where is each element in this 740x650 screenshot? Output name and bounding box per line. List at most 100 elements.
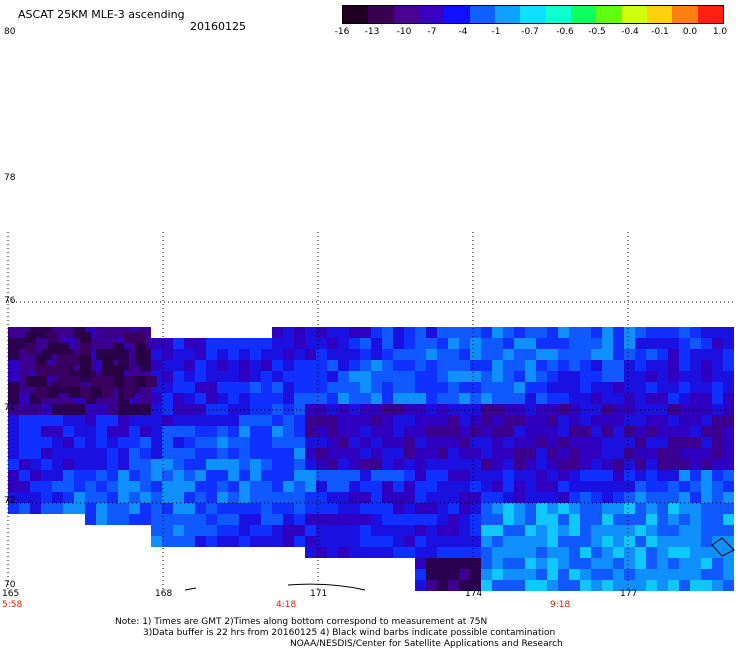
wind-cell (85, 404, 96, 415)
wind-cell (371, 547, 382, 558)
wind-cell (206, 492, 217, 503)
wind-cell (74, 437, 85, 448)
wind-cell (360, 349, 371, 360)
wind-cell (514, 569, 525, 580)
wind-cell (63, 327, 74, 338)
wind-cell (360, 514, 371, 525)
wind-cell (349, 404, 360, 415)
wind-cell (525, 327, 536, 338)
wind-cell (360, 481, 371, 492)
wind-cell (382, 360, 393, 371)
wind-cell (316, 393, 327, 404)
wind-cell (525, 415, 536, 426)
wind-cell (162, 437, 173, 448)
colorbar-tick-label: -4 (458, 27, 468, 37)
wind-cell (151, 415, 162, 426)
wind-cell (503, 437, 514, 448)
wind-cell (195, 371, 206, 382)
wind-cell (569, 404, 580, 415)
wind-cell (206, 349, 217, 360)
wind-cell (261, 536, 272, 547)
wind-cell (448, 580, 459, 591)
wind-cell (580, 547, 591, 558)
wind-cell (679, 448, 690, 459)
wind-cell (113, 376, 124, 387)
wind-cell (679, 514, 690, 525)
wind-cell (272, 382, 283, 393)
wind-cell (30, 492, 41, 503)
wind-cell (371, 525, 382, 536)
wind-cell (514, 371, 525, 382)
wind-cell (558, 569, 569, 580)
wind-cell (239, 492, 250, 503)
wind-cell (294, 349, 305, 360)
wind-cell (184, 338, 195, 349)
wind-cell (404, 371, 415, 382)
wind-cell (602, 393, 613, 404)
wind-cell (613, 481, 624, 492)
wind-cell (96, 437, 107, 448)
wind-cell (239, 415, 250, 426)
wind-cell (690, 492, 701, 503)
wind-cell (107, 426, 118, 437)
wind-cell (723, 349, 734, 360)
wind-cell (184, 492, 195, 503)
colorbar-tick-label: -0.6 (556, 27, 574, 37)
wind-cell (547, 448, 558, 459)
wind-cell (52, 470, 63, 481)
wind-cell (261, 470, 272, 481)
wind-cell (679, 349, 690, 360)
wind-cell (294, 536, 305, 547)
wind-cell (536, 569, 547, 580)
lat-label-72: 72 (4, 496, 16, 506)
wind-cell (184, 459, 195, 470)
wind-cell (690, 481, 701, 492)
wind-cell (294, 448, 305, 459)
wind-cell (668, 525, 679, 536)
wind-cell (701, 426, 712, 437)
wind-cell (41, 481, 52, 492)
wind-cell (459, 415, 470, 426)
wind-cell (195, 503, 206, 514)
wind-cell (723, 327, 734, 338)
wind-cell (316, 327, 327, 338)
wind-cell (69, 376, 80, 387)
wind-cell (305, 470, 316, 481)
wind-cell (206, 382, 217, 393)
wind-cell (206, 437, 217, 448)
wind-cell (239, 459, 250, 470)
wind-cell (503, 525, 514, 536)
wind-cell (151, 382, 162, 393)
wind-cell (536, 470, 547, 481)
wind-cell (316, 360, 327, 371)
wind-cell (85, 503, 96, 514)
wind-cell (492, 481, 503, 492)
wind-cell (481, 426, 492, 437)
wind-cell (690, 547, 701, 558)
wind-cell (63, 437, 74, 448)
wind-cell (206, 470, 217, 481)
wind-cell (36, 365, 47, 376)
wind-cell (316, 415, 327, 426)
wind-cell (305, 371, 316, 382)
wind-cell (261, 393, 272, 404)
wind-cell (426, 371, 437, 382)
wind-cell (679, 503, 690, 514)
wind-cell (503, 393, 514, 404)
wind-cell (349, 415, 360, 426)
wind-cell (118, 481, 129, 492)
wind-cell (646, 437, 657, 448)
wind-cell (690, 360, 701, 371)
colorbar-swatch (343, 6, 369, 23)
wind-cell (470, 470, 481, 481)
wind-cell (30, 437, 41, 448)
wind-cell (327, 338, 338, 349)
wind-cell (228, 382, 239, 393)
wind-cell (591, 327, 602, 338)
wind-cell (107, 459, 118, 470)
wind-cell (316, 503, 327, 514)
wind-cell (41, 327, 52, 338)
wind-cell (217, 426, 228, 437)
wind-cell (316, 459, 327, 470)
wind-cell (151, 525, 162, 536)
